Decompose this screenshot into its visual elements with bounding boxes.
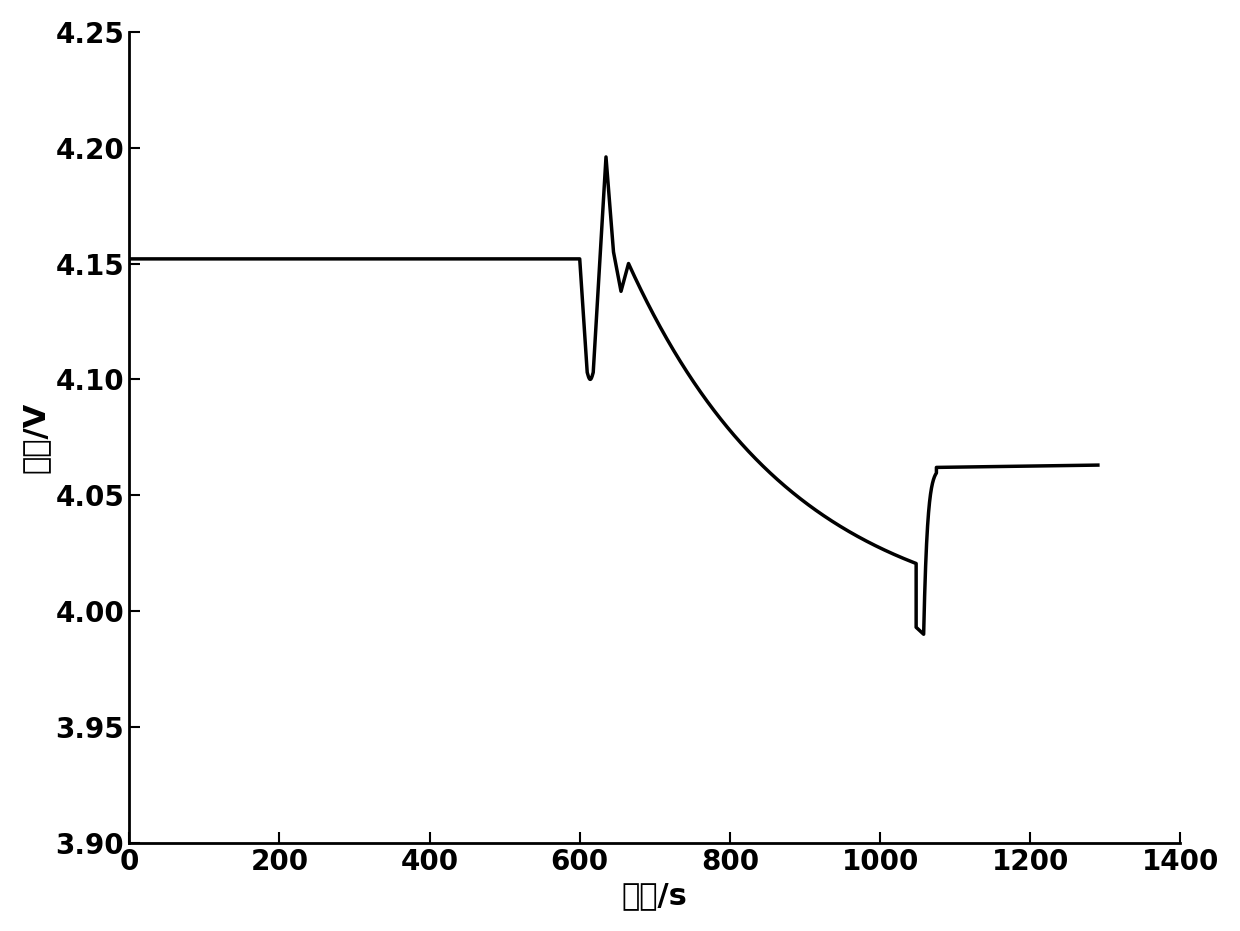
Y-axis label: 电压/V: 电压/V <box>21 401 50 473</box>
X-axis label: 时间/s: 时间/s <box>622 881 688 911</box>
